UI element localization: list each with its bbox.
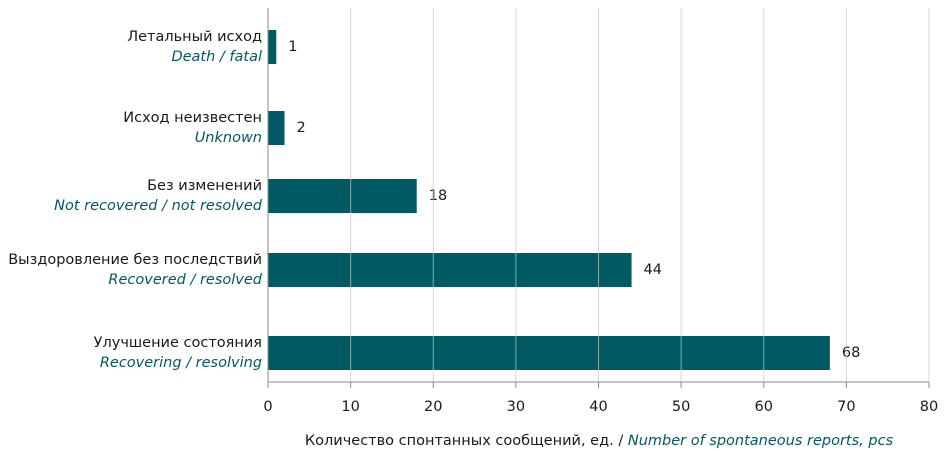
category-label: Без изменений [147, 178, 262, 194]
x-tick-label: 40 [589, 399, 607, 415]
bar [268, 30, 277, 64]
bar [268, 111, 285, 145]
x-tick-label: 80 [920, 399, 938, 415]
bar [268, 336, 830, 370]
value-label: 44 [644, 262, 662, 278]
x-tick-label: 60 [755, 399, 773, 415]
x-tick-label: 20 [424, 399, 442, 415]
value-label: 18 [429, 188, 447, 204]
value-label: 1 [288, 39, 297, 55]
category-label: Улучшение состояния [94, 335, 262, 351]
category-label: Летальный исход [127, 29, 262, 45]
x-tick-label: 50 [672, 399, 690, 415]
category-translation: Recovered / resolved [108, 272, 262, 288]
category-translation: Unknown [195, 130, 262, 146]
category-translation: Recovering / resolving [100, 355, 262, 371]
x-tick-label: 0 [263, 399, 272, 415]
bar [268, 179, 417, 213]
x-axis-label: Количество спонтанных сообщений, ед. / N… [305, 433, 894, 449]
x-axis-label-en: Number of spontaneous reports, pcs [628, 433, 894, 449]
bar [268, 253, 632, 287]
x-tick-label: 10 [341, 399, 359, 415]
category-label: Выздоровление без последствий [8, 252, 262, 268]
x-tick-label: 70 [837, 399, 855, 415]
category-translation: Death / fatal [171, 49, 262, 65]
category-label: Исход неизвестен [123, 110, 262, 126]
x-tick-label: 30 [507, 399, 525, 415]
x-axis-label-ru: Количество спонтанных сообщений, ед. / [305, 433, 623, 449]
value-label: 68 [842, 345, 860, 361]
category-translation: Not recovered / not resolved [54, 198, 263, 214]
value-label: 2 [297, 120, 306, 136]
